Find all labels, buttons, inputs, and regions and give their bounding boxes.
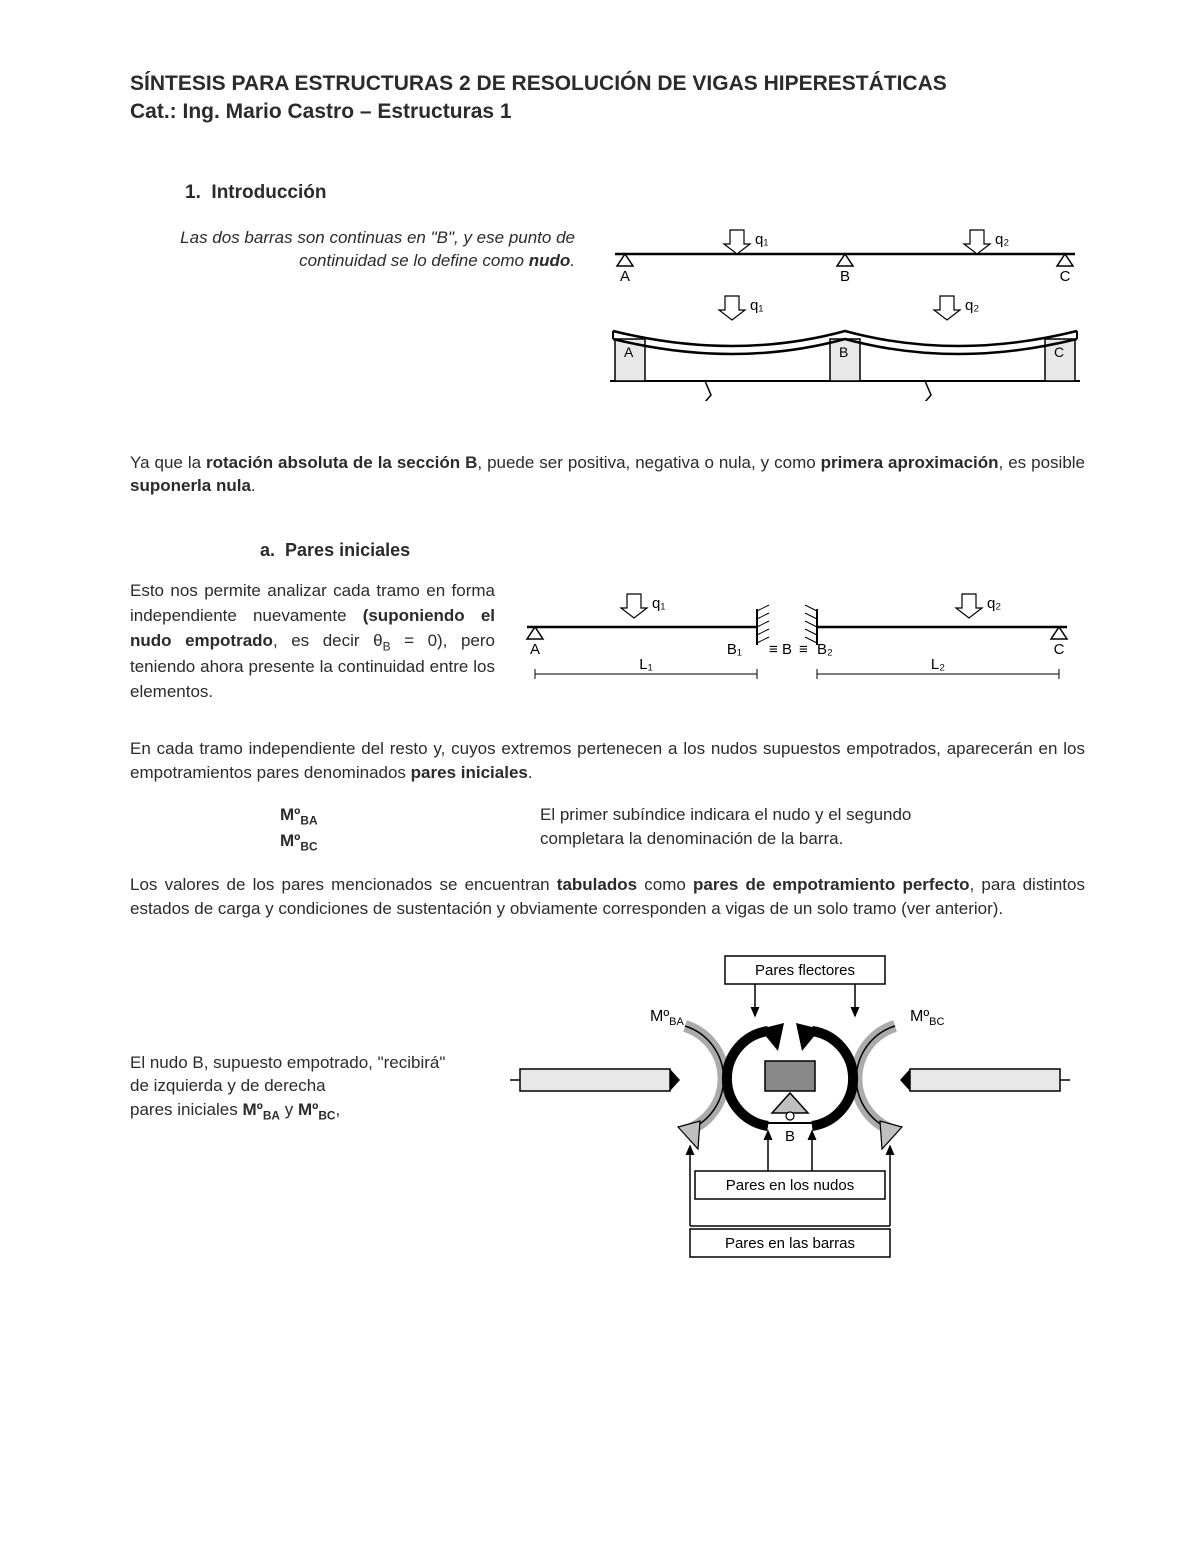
svg-text:q₁: q₁ bbox=[652, 595, 665, 612]
svg-text:A: A bbox=[620, 268, 630, 285]
svg-text:q₂: q₂ bbox=[995, 231, 1009, 248]
svg-text:A: A bbox=[530, 641, 540, 658]
svg-text:q₂: q₂ bbox=[987, 595, 1001, 612]
paragraph-rotation: Ya que la rotación absoluta de la secció… bbox=[130, 451, 1085, 499]
svg-text:B: B bbox=[840, 268, 850, 285]
svg-text:L₂: L₂ bbox=[931, 656, 945, 673]
figure-3: Pares flectores MºBA bbox=[510, 951, 1085, 1271]
title-line2: Cat.: Ing. Mario Castro – Estructuras 1 bbox=[130, 100, 512, 123]
svg-text:B: B bbox=[785, 1128, 795, 1145]
figure-1: A B C q₁ q₂ bbox=[605, 226, 1085, 401]
svg-text:≡: ≡ bbox=[799, 641, 808, 658]
paragraph-pares: En cada tramo independiente del resto y,… bbox=[130, 737, 1085, 785]
svg-text:q₂: q₂ bbox=[965, 297, 979, 314]
section-1-heading: 1. Introducción bbox=[185, 182, 1085, 204]
page-title: SÍNTESIS PARA ESTRUCTURAS 2 DE RESOLUCIÓ… bbox=[130, 70, 1085, 127]
svg-text:C: C bbox=[1054, 641, 1065, 658]
moment-notation: MºBA MºBC El primer subíndice indicara e… bbox=[130, 803, 1085, 855]
svg-text:q₁: q₁ bbox=[755, 231, 768, 248]
intro-text: Las dos barras son continuas en "B", y e… bbox=[130, 226, 585, 401]
svg-text:Pares flectores: Pares flectores bbox=[755, 962, 855, 979]
svg-text:B: B bbox=[782, 641, 792, 658]
figure-2: A bbox=[517, 579, 1085, 709]
svg-text:Pares en los nudos: Pares en los nudos bbox=[726, 1177, 854, 1194]
svg-text:C: C bbox=[1054, 344, 1064, 360]
svg-text:MºBA: MºBA bbox=[650, 1008, 685, 1028]
svg-text:q₁: q₁ bbox=[750, 297, 763, 314]
subsection-a-heading: a. Pares iniciales bbox=[260, 540, 1085, 561]
svg-text:MºBC: MºBC bbox=[910, 1008, 945, 1028]
pares-iniciales-text: Esto nos permite analizar cada tramo en … bbox=[130, 579, 495, 709]
title-line1: SÍNTESIS PARA ESTRUCTURAS 2 DE RESOLUCIÓ… bbox=[130, 72, 947, 95]
svg-text:B: B bbox=[839, 344, 848, 360]
paragraph-tabulados: Los valores de los pares mencionados se … bbox=[130, 873, 1085, 921]
svg-text:C: C bbox=[1060, 268, 1071, 285]
svg-text:Pares en las barras: Pares en las barras bbox=[725, 1235, 855, 1252]
svg-text:A: A bbox=[624, 344, 634, 360]
svg-text:B₁: B₁ bbox=[727, 641, 742, 658]
svg-text:≡: ≡ bbox=[769, 641, 778, 658]
nudo-b-text: El nudo B, supuesto empotrado, "recibirá… bbox=[130, 951, 500, 1271]
svg-text:L₁: L₁ bbox=[639, 656, 652, 673]
svg-text:B₂: B₂ bbox=[817, 641, 833, 658]
